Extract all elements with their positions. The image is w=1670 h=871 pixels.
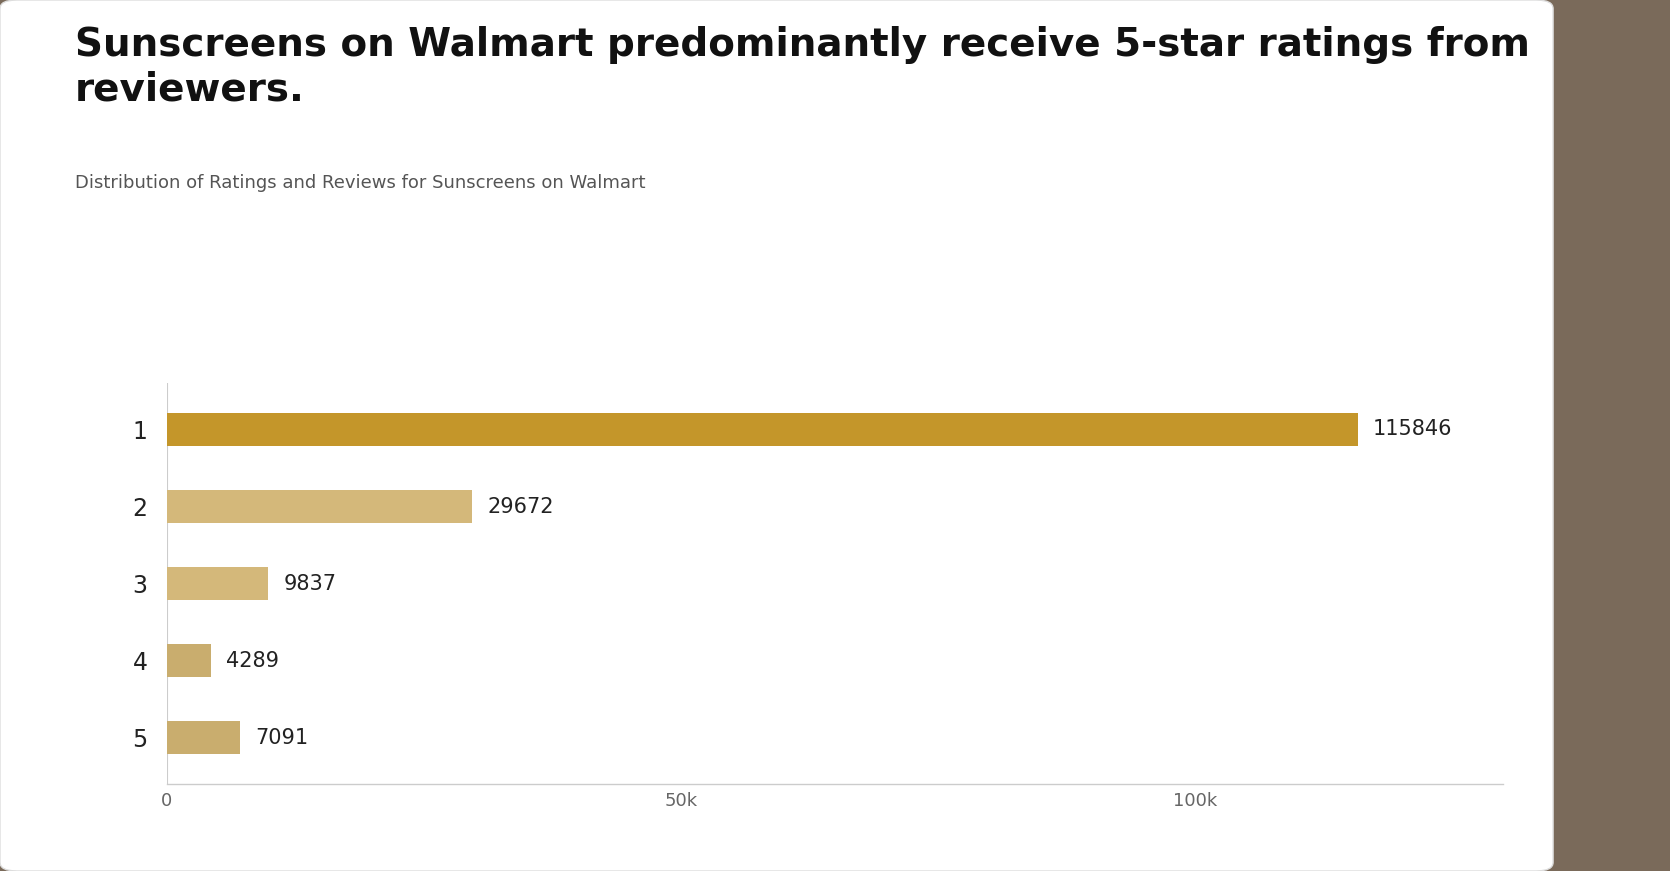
- Bar: [167, 567, 269, 600]
- Text: 29672: 29672: [488, 496, 554, 517]
- Text: 115846: 115846: [1373, 420, 1453, 440]
- Text: 4289: 4289: [227, 651, 279, 671]
- Bar: [167, 490, 473, 523]
- Text: 7091: 7091: [256, 727, 309, 747]
- Text: Sunscreens on Walmart predominantly receive 5-star ratings from
reviewers.: Sunscreens on Walmart predominantly rece…: [75, 26, 1530, 108]
- Bar: [167, 645, 210, 677]
- Text: 9837: 9837: [284, 574, 337, 593]
- Bar: [167, 413, 1358, 446]
- Bar: [167, 721, 240, 753]
- Text: Distribution of Ratings and Reviews for Sunscreens on Walmart: Distribution of Ratings and Reviews for …: [75, 174, 646, 192]
